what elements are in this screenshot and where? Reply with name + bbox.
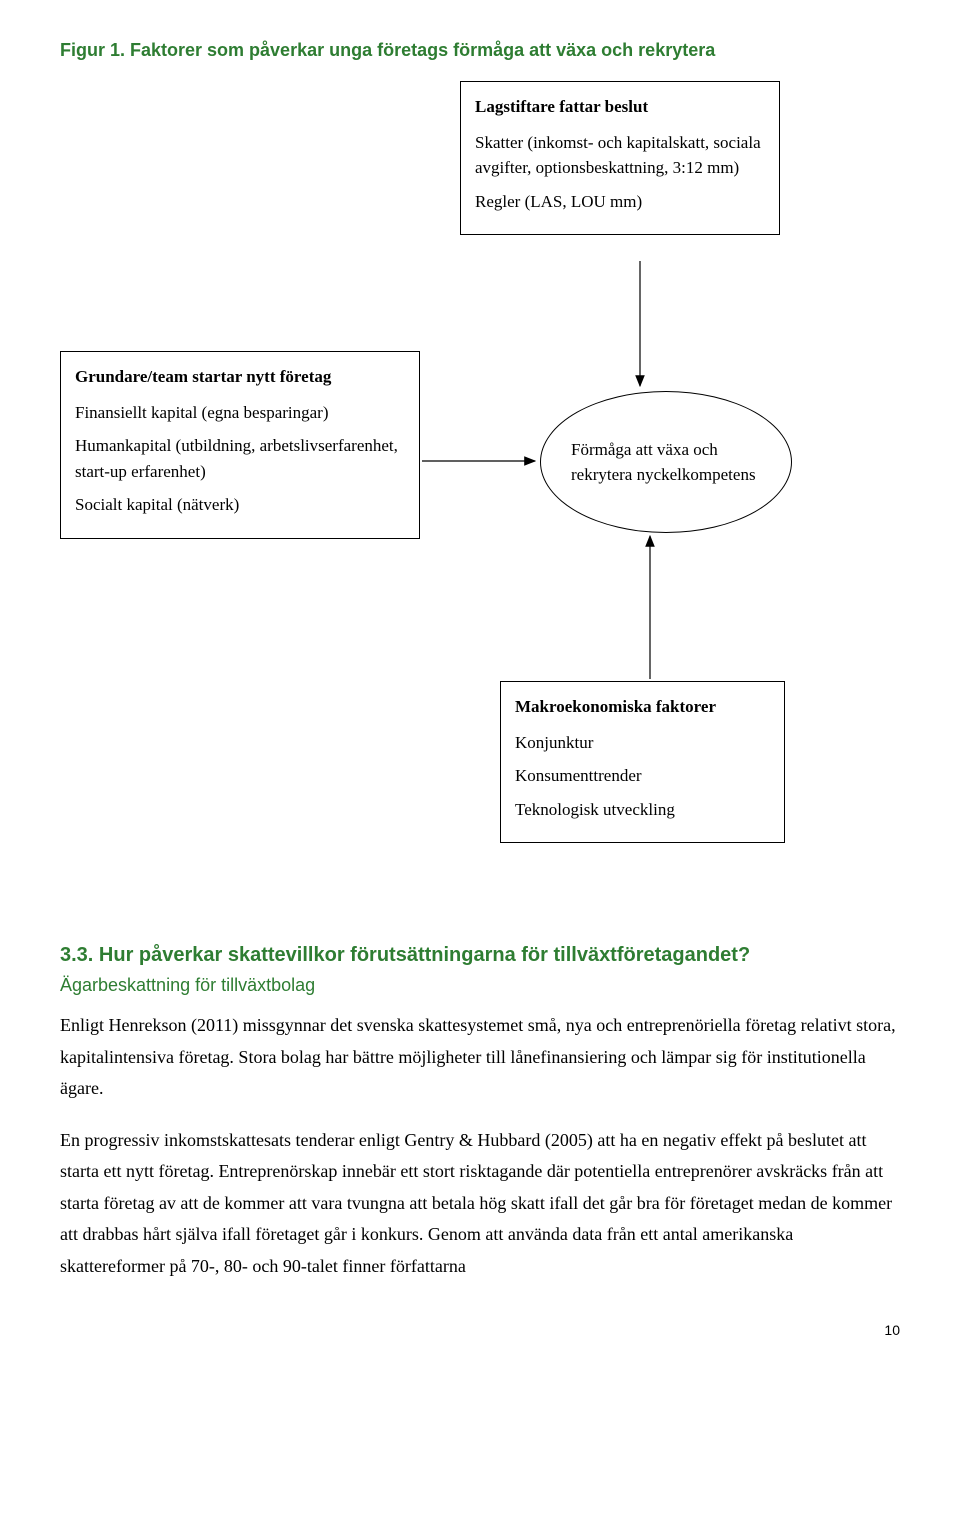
box-grundare: Grundare/team startar nytt företag Finan… — [60, 351, 420, 539]
box-top-line-1: Regler (LAS, LOU mm) — [475, 189, 765, 215]
box-lagstiftare: Lagstiftare fattar beslut Skatter (inkom… — [460, 81, 780, 235]
box-top-heading: Lagstiftare fattar beslut — [475, 94, 765, 120]
box-left-heading: Grundare/team startar nytt företag — [75, 364, 405, 390]
box-left-line-0: Finansiellt kapital (egna besparingar) — [75, 400, 405, 426]
box-top-line-0: Skatter (inkomst- och kapitalskatt, soci… — [475, 130, 765, 181]
box-left-line-1: Humankapital (utbildning, arbetslivserfa… — [75, 433, 405, 484]
paragraph-1: Enligt Henrekson (2011) missgynnar det s… — [60, 1010, 900, 1105]
paragraph-2: En progressiv inkomstskattesats tenderar… — [60, 1125, 900, 1283]
box-bottom-line-2: Teknologisk utveckling — [515, 797, 770, 823]
box-bottom-line-1: Konsumenttrender — [515, 763, 770, 789]
section-subheading: Ägarbeskattning för tillväxtbolag — [60, 975, 900, 996]
box-left-line-2: Socialt kapital (nätverk) — [75, 492, 405, 518]
box-makro: Makroekonomiska faktorer Konjunktur Kons… — [500, 681, 785, 843]
section-heading: 3.3. Hur påverkar skattevillkor förutsät… — [60, 941, 900, 969]
ellipse-formaga: Förmåga att växa och rekrytera nyckelkom… — [540, 391, 792, 533]
box-bottom-line-0: Konjunktur — [515, 730, 770, 756]
page-number: 10 — [60, 1322, 900, 1338]
diagram-container: Lagstiftare fattar beslut Skatter (inkom… — [60, 81, 880, 901]
figure-title: Figur 1. Faktorer som påverkar unga före… — [60, 40, 900, 61]
ellipse-text: Förmåga att växa och rekrytera nyckelkom… — [571, 437, 761, 488]
box-bottom-heading: Makroekonomiska faktorer — [515, 694, 770, 720]
